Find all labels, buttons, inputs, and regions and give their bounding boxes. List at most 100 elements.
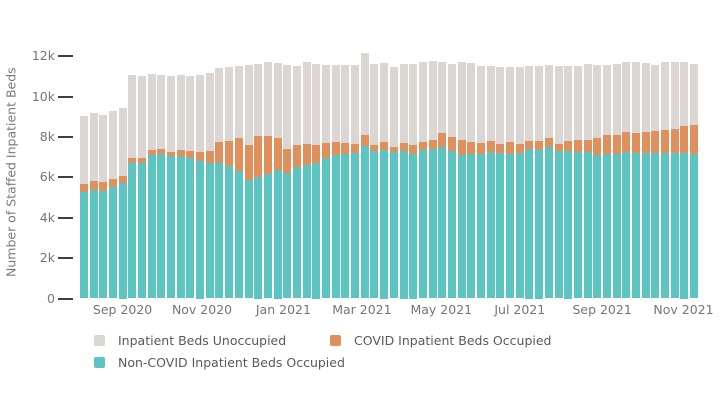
segment-noncovid-occupied — [641, 152, 650, 299]
segment-unoccupied — [312, 63, 321, 146]
bar-week-1[interactable] — [79, 116, 88, 299]
bar-week-16[interactable] — [225, 67, 234, 299]
bar-week-53[interactable] — [583, 63, 592, 299]
bar-week-3[interactable] — [99, 114, 108, 299]
bar-week-30[interactable] — [360, 52, 369, 299]
bar-week-37[interactable] — [428, 60, 437, 299]
bar-week-38[interactable] — [438, 62, 447, 299]
segment-noncovid-occupied — [389, 152, 398, 299]
bar-week-14[interactable] — [205, 73, 214, 299]
segment-unoccupied — [661, 62, 670, 131]
bar-week-4[interactable] — [108, 110, 117, 299]
bar-week-10[interactable] — [167, 76, 176, 299]
bar-week-64[interactable] — [690, 63, 699, 299]
segment-noncovid-occupied — [583, 152, 592, 299]
segment-noncovid-occupied — [661, 152, 670, 299]
bar-week-32[interactable] — [380, 63, 389, 299]
segment-covid-occupied — [283, 149, 292, 174]
bar-week-44[interactable] — [496, 66, 505, 299]
segment-covid-occupied — [486, 141, 495, 153]
bar-week-26[interactable] — [322, 64, 331, 299]
segment-covid-occupied — [496, 144, 505, 153]
segment-unoccupied — [322, 64, 331, 144]
bar-week-6[interactable] — [128, 75, 137, 299]
segment-covid-occupied — [118, 176, 127, 183]
segment-unoccupied — [331, 64, 340, 143]
bar-week-54[interactable] — [593, 64, 602, 299]
segment-noncovid-occupied — [118, 182, 127, 299]
bar-week-28[interactable] — [341, 64, 350, 299]
segment-covid-occupied — [157, 149, 166, 155]
bar-week-43[interactable] — [486, 65, 495, 299]
bar-week-33[interactable] — [389, 66, 398, 299]
bar-week-47[interactable] — [525, 66, 534, 299]
bar-week-39[interactable] — [447, 63, 456, 299]
bar-week-41[interactable] — [467, 63, 476, 299]
bar-week-63[interactable] — [680, 61, 689, 299]
segment-unoccupied — [254, 63, 263, 137]
segment-covid-occupied — [215, 142, 224, 163]
bar-week-57[interactable] — [622, 61, 631, 299]
bar-week-60[interactable] — [651, 64, 660, 299]
bar-week-48[interactable] — [535, 66, 544, 299]
segment-covid-occupied — [389, 147, 398, 153]
bar-week-42[interactable] — [477, 65, 486, 299]
bar-week-5[interactable] — [118, 108, 127, 299]
bar-week-61[interactable] — [661, 62, 670, 299]
segment-unoccupied — [196, 74, 205, 153]
segment-noncovid-occupied — [496, 152, 505, 299]
bar-week-59[interactable] — [641, 62, 650, 299]
segment-unoccupied — [351, 64, 360, 145]
bar-week-34[interactable] — [399, 63, 408, 299]
bar-week-29[interactable] — [351, 64, 360, 299]
segment-noncovid-occupied — [186, 158, 195, 299]
bar-week-11[interactable] — [176, 75, 185, 299]
bar-week-19[interactable] — [254, 63, 263, 299]
y-tick-label-6k: 6k — [39, 169, 55, 185]
bar-week-50[interactable] — [554, 66, 563, 299]
bar-week-62[interactable] — [670, 62, 679, 299]
legend-swatch-unoccupied-icon — [94, 335, 105, 346]
bar-week-55[interactable] — [602, 64, 611, 299]
x-tick-label-nov-2021: Nov 2021 — [653, 302, 714, 317]
bar-week-7[interactable] — [137, 76, 146, 299]
bar-week-17[interactable] — [234, 66, 243, 299]
bar-week-25[interactable] — [312, 63, 321, 299]
bar-week-51[interactable] — [564, 65, 573, 299]
bar-week-58[interactable] — [632, 62, 641, 299]
bar-week-12[interactable] — [186, 76, 195, 299]
segment-covid-occupied — [167, 151, 176, 157]
bar-week-40[interactable] — [457, 62, 466, 299]
bar-week-24[interactable] — [302, 61, 311, 299]
bar-week-13[interactable] — [196, 74, 205, 299]
bar-week-8[interactable] — [147, 73, 156, 299]
legend-item-inpatient-beds-unoccupied[interactable]: Inpatient Beds Unoccupied — [94, 333, 286, 348]
bar-week-49[interactable] — [544, 64, 553, 299]
bar-week-36[interactable] — [418, 61, 427, 299]
bar-week-31[interactable] — [370, 63, 379, 299]
segment-noncovid-occupied — [573, 152, 582, 299]
bar-week-56[interactable] — [612, 63, 621, 299]
segment-unoccupied — [622, 61, 631, 132]
bar-week-22[interactable] — [283, 64, 292, 299]
bar-week-9[interactable] — [157, 74, 166, 299]
segment-unoccupied — [302, 61, 311, 145]
bar-week-15[interactable] — [215, 68, 224, 299]
segment-unoccupied — [225, 67, 234, 142]
bar-week-52[interactable] — [573, 65, 582, 299]
legend-item-non-covid-inpatient-beds-occupied[interactable]: Non-COVID Inpatient Beds Occupied — [94, 355, 345, 370]
bar-week-20[interactable] — [263, 62, 272, 299]
segment-covid-occupied — [312, 145, 321, 163]
legend-item-covid-inpatient-beds-occupied[interactable]: COVID Inpatient Beds Occupied — [330, 333, 551, 348]
bar-week-46[interactable] — [515, 67, 524, 299]
bar-week-45[interactable] — [506, 67, 515, 299]
bar-week-2[interactable] — [89, 113, 98, 299]
bar-week-23[interactable] — [292, 65, 301, 299]
bar-week-35[interactable] — [409, 63, 418, 299]
bar-week-18[interactable] — [244, 64, 253, 299]
segment-covid-occupied — [341, 143, 350, 154]
segment-noncovid-occupied — [360, 146, 369, 299]
bar-week-21[interactable] — [273, 63, 282, 299]
bar-week-27[interactable] — [331, 64, 340, 299]
